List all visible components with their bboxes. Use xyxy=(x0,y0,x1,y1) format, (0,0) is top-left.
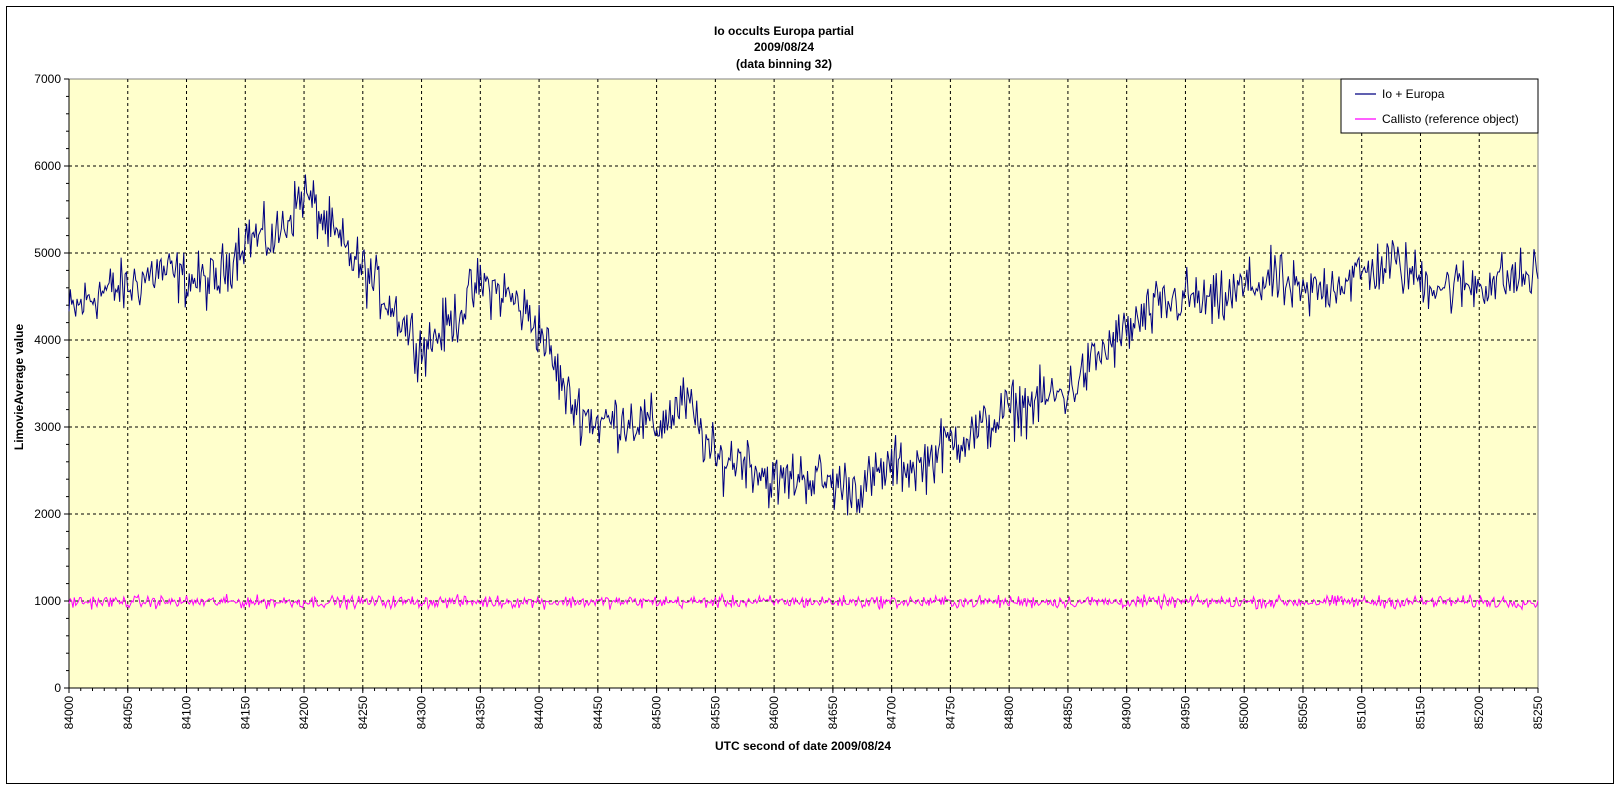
y-tick-label: 6000 xyxy=(34,159,61,173)
axes xyxy=(64,78,1539,693)
x-tick-label: 84550 xyxy=(708,696,722,730)
x-tick-label: 84300 xyxy=(415,696,429,730)
legend-label-io-europa: Io + Europa xyxy=(1382,87,1445,101)
x-tick-label: 84650 xyxy=(826,696,840,730)
x-tick-label: 84100 xyxy=(180,696,194,730)
legend-box xyxy=(1340,78,1539,134)
series-lines xyxy=(68,174,1539,611)
series-line-io-europa xyxy=(68,174,1539,516)
x-tick-label: 84150 xyxy=(238,696,252,730)
x-tick-label: 84600 xyxy=(767,696,781,730)
x-tick-label: 84200 xyxy=(297,696,311,730)
x-tick-label: 84800 xyxy=(1002,696,1016,730)
chart: Io occults Europa partial 2009/08/24 (da… xyxy=(12,24,1545,753)
x-tick-label: 84250 xyxy=(356,696,370,730)
y-tick-label: 7000 xyxy=(34,72,61,86)
x-tick-label: 84950 xyxy=(1178,696,1192,730)
x-tick-label: 85000 xyxy=(1237,696,1251,730)
y-tick-label: 2000 xyxy=(34,507,61,521)
series-line-callisto xyxy=(68,592,1539,611)
x-tick-label: 84000 xyxy=(62,696,76,730)
x-axis-title: UTC second of date 2009/08/24 xyxy=(715,739,891,753)
y-tick-label: 5000 xyxy=(34,246,61,260)
x-tick-label: 84500 xyxy=(650,696,664,730)
y-tick-label: 0 xyxy=(54,681,61,695)
x-tick-label: 85250 xyxy=(1531,696,1545,730)
y-tick-label: 3000 xyxy=(34,420,61,434)
y-tick-label: 4000 xyxy=(34,333,61,347)
x-tick-label: 85200 xyxy=(1472,696,1486,730)
x-tick-label: 84050 xyxy=(121,696,135,730)
x-tick-label: 84450 xyxy=(591,696,605,730)
plot-area xyxy=(68,78,1539,689)
chart-title-line-1: Io occults Europa partial xyxy=(714,24,854,38)
x-tick-label: 84700 xyxy=(885,696,899,730)
x-tick-label: 84750 xyxy=(943,696,957,730)
legend-label-callisto: Callisto (reference object) xyxy=(1382,112,1519,126)
x-tick-label: 85050 xyxy=(1296,696,1310,730)
y-tick-label: 1000 xyxy=(34,594,61,608)
x-tick-labels: 84000 84050 84100 84150 84200 84250 84300 84350… xyxy=(62,696,1545,730)
x-tick-label: 84850 xyxy=(1061,696,1075,730)
x-tick-label: 84900 xyxy=(1120,696,1134,730)
x-tick-label: 84400 xyxy=(532,696,546,730)
x-tick-label: 85150 xyxy=(1413,696,1427,730)
chart-title-line-3: (data binning 32) xyxy=(736,57,832,71)
grid-lines xyxy=(69,79,1538,688)
chart-title-line-2: 2009/08/24 xyxy=(754,40,814,54)
x-tick-label: 85100 xyxy=(1355,696,1369,730)
y-axis-title: LimovieAverage value xyxy=(12,324,26,451)
y-tick-labels: 0 1000 2000 3000 4000 5000 6000 7000 xyxy=(34,72,61,695)
chart-frame: Io occults Europa partial 2009/08/24 (da… xyxy=(6,6,1614,784)
x-tick-label: 84350 xyxy=(473,696,487,730)
legend: Io + Europa Callisto (reference object) xyxy=(1340,78,1539,134)
